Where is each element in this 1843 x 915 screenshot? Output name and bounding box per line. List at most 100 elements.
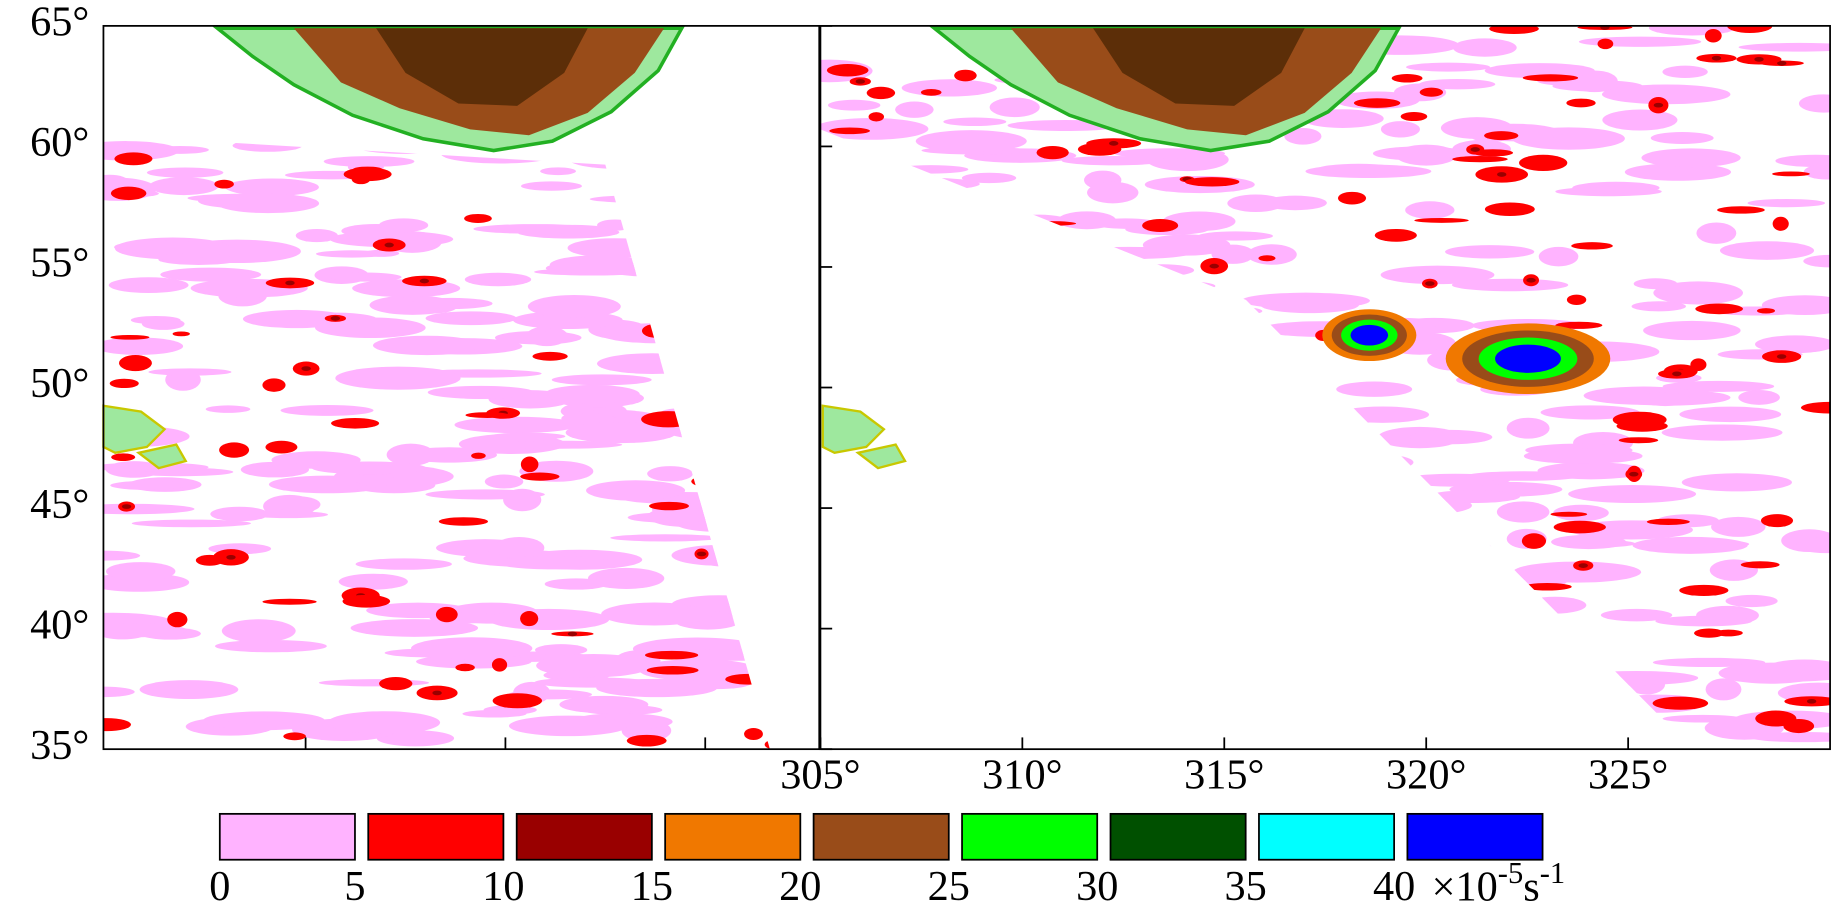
field-patch <box>1755 710 1797 727</box>
greenland-right <box>929 26 1402 153</box>
field-patch <box>901 438 966 447</box>
field-patch <box>855 177 980 191</box>
field-patch <box>1114 148 1226 159</box>
colorbar-label: 40 <box>1373 863 1415 910</box>
field-patch <box>111 453 136 462</box>
field-patch <box>1755 335 1831 354</box>
field-patch <box>1381 568 1493 577</box>
field-patch <box>1147 629 1225 647</box>
field-patch <box>868 112 885 122</box>
field-patch <box>355 558 452 570</box>
field-patch <box>1648 25 1736 36</box>
field-patch <box>1344 630 1369 639</box>
field-patch <box>1568 485 1697 504</box>
colorbar-label: 10 <box>482 863 524 910</box>
field-patch <box>1095 685 1105 691</box>
field-patch <box>1060 247 1140 264</box>
field-patch <box>262 598 317 605</box>
field-patch <box>1154 621 1164 627</box>
field-patch <box>1271 572 1341 595</box>
field-patch <box>1718 662 1824 684</box>
field-patch <box>1195 510 1252 525</box>
field-patch <box>1235 499 1246 505</box>
field-patch <box>265 440 298 454</box>
field-patch <box>641 260 692 273</box>
field-patch <box>889 430 911 436</box>
field-patch <box>146 167 224 178</box>
field-patch <box>103 141 179 161</box>
field-patch <box>1094 549 1129 556</box>
field-patch <box>1409 429 1493 445</box>
field-patch <box>1249 621 1342 643</box>
field-patch <box>641 411 696 428</box>
field-patch <box>494 537 545 559</box>
field-patch <box>262 378 286 392</box>
field-patch <box>534 677 651 688</box>
field-patch <box>1284 127 1322 145</box>
field-patch <box>1350 324 1389 346</box>
field-patch <box>1405 573 1528 584</box>
field-patch <box>1365 536 1398 550</box>
field-patch <box>1352 495 1382 502</box>
field-patch <box>151 145 209 154</box>
field-patch <box>1077 651 1118 667</box>
field-patch <box>1629 471 1639 477</box>
field-patch <box>1281 701 1384 725</box>
field-patch <box>119 355 152 372</box>
field-patch <box>1414 655 1461 663</box>
field-patch <box>1309 548 1333 554</box>
field-patch <box>465 412 510 419</box>
field-patch <box>820 150 864 167</box>
field-patch <box>488 432 566 441</box>
field-patch <box>1661 424 1783 441</box>
field-patch <box>961 367 1011 379</box>
y-tick-label: 60° <box>30 119 89 166</box>
field-patch <box>720 41 729 46</box>
field-patch <box>722 321 770 342</box>
field-patch <box>498 440 623 449</box>
field-patch <box>1134 282 1189 298</box>
field-patch <box>376 730 455 747</box>
field-patch <box>676 135 712 136</box>
field-patch <box>342 594 391 608</box>
field-patch <box>188 73 249 91</box>
field-patch <box>1776 354 1787 359</box>
field-patch <box>1058 500 1167 514</box>
field-patch <box>733 362 770 379</box>
field-patch <box>1301 687 1407 707</box>
field-patch <box>666 35 787 46</box>
field-patch <box>1254 361 1303 377</box>
field-patch <box>551 374 652 386</box>
field-patch <box>1418 665 1469 674</box>
field-patch <box>1522 582 1572 591</box>
field-patch <box>1229 532 1250 548</box>
field-patch <box>1571 242 1613 250</box>
colorbar-label: 0 <box>209 863 230 910</box>
field-patch <box>858 256 956 273</box>
field-patch <box>1681 473 1792 492</box>
field-patch <box>827 99 881 111</box>
field-patch <box>880 685 890 691</box>
field-patch <box>484 474 524 489</box>
field-patch <box>432 690 442 696</box>
field-patch <box>999 310 1027 316</box>
field-patch <box>1166 496 1207 509</box>
colorbar-box <box>1109 812 1247 861</box>
field-patch <box>1130 343 1168 355</box>
field-patch <box>1024 221 1077 226</box>
field-patch <box>654 348 770 366</box>
field-patch <box>1421 605 1493 622</box>
field-patch <box>318 679 430 687</box>
field-patch <box>118 49 162 66</box>
field-patch <box>350 619 479 637</box>
field-patch <box>1705 678 1742 701</box>
field-patch <box>723 169 770 186</box>
field-patch <box>691 475 736 488</box>
field-patch <box>1113 414 1226 430</box>
field-patch <box>586 480 686 501</box>
field-patch <box>1335 637 1381 644</box>
field-patch <box>1650 132 1714 144</box>
colorbar-label: 30 <box>1076 863 1118 910</box>
field-patch <box>338 573 408 590</box>
field-patch <box>1076 633 1120 641</box>
